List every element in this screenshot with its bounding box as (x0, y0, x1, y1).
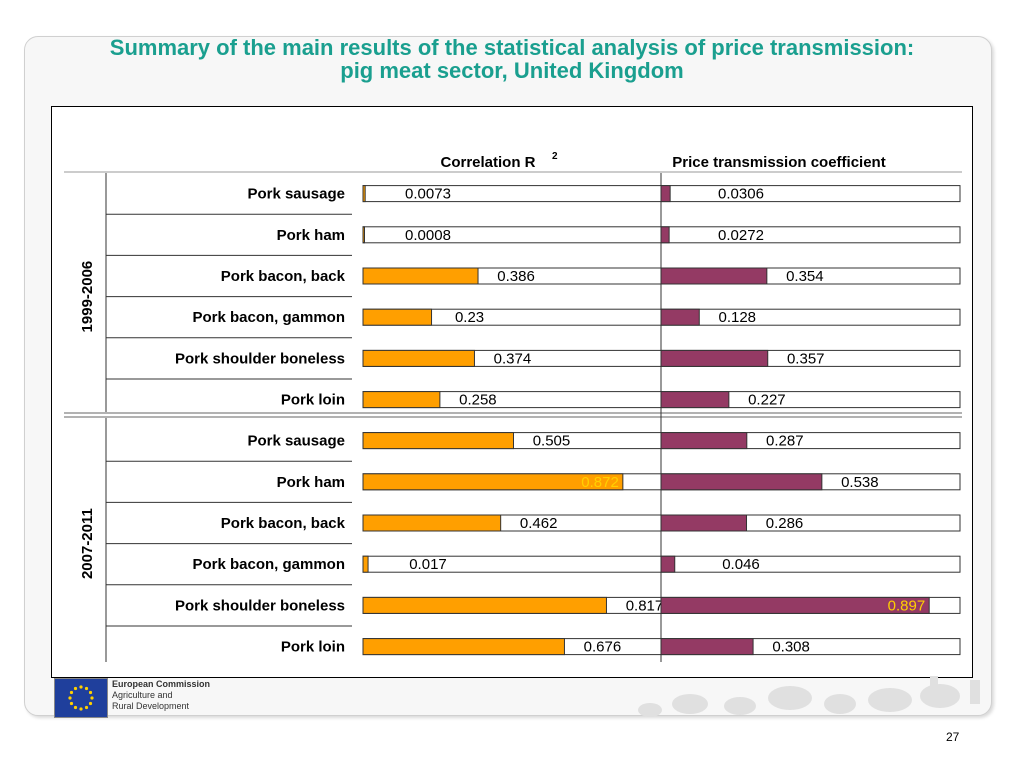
eu-star-icon (73, 705, 78, 710)
slide-title: Summary of the main results of the stati… (0, 36, 1024, 82)
data-label: 0.046 (722, 556, 760, 573)
data-label: 0.386 (497, 268, 535, 285)
data-label: 0.308 (772, 639, 810, 656)
category-label: Pork shoulder boneless (175, 350, 345, 367)
eu-star-icon (84, 686, 89, 691)
eu-star-icon (90, 696, 94, 700)
bar-track (660, 185, 961, 203)
series-header-coefficient: Price transmission coefficient (672, 154, 885, 171)
data-label: 0.258 (459, 392, 497, 409)
eu-star-icon (88, 701, 93, 706)
category-label: Pork bacon, back (221, 268, 346, 285)
title-line-2: pig meat sector, United Kingdom (340, 58, 684, 83)
bar-coefficient (660, 432, 748, 450)
bar-correlation (362, 391, 441, 409)
data-label: 0.538 (841, 474, 879, 491)
data-label: 0.286 (766, 515, 804, 532)
bar-correlation (362, 514, 502, 532)
bar-correlation (362, 473, 624, 491)
category-label: Pork sausage (247, 433, 345, 450)
bar-correlation (362, 349, 475, 367)
data-label: 0.462 (520, 515, 558, 532)
category-label: Pork shoulder boneless (175, 597, 345, 614)
bar-coefficient (660, 473, 823, 491)
data-label: 0.0073 (405, 186, 451, 203)
data-label: 0.676 (584, 639, 622, 656)
category-label: Pork ham (277, 227, 345, 244)
data-label: 0.872 (581, 474, 619, 491)
bar-correlation (362, 308, 433, 326)
data-label: 0.227 (748, 392, 786, 409)
bar-correlation (362, 638, 565, 656)
bar-coefficient (660, 555, 676, 573)
category-label: Pork loin (281, 392, 345, 409)
bar-track (660, 226, 961, 244)
bar-track (660, 555, 961, 573)
eu-star-icon (73, 686, 78, 691)
bar-correlation (362, 185, 366, 203)
bar-correlation (362, 226, 365, 244)
category-label: Pork loin (281, 639, 345, 656)
bar-correlation (362, 555, 369, 573)
bar-track (660, 308, 961, 326)
category-label: Pork bacon, back (221, 515, 346, 532)
eu-star-icon (84, 705, 89, 710)
bar-coefficient (660, 514, 748, 532)
category-label: Pork ham (277, 474, 345, 491)
chart-panel: Correlation R 2 Price transmission coeffic… (51, 106, 973, 678)
footer-org: European Commission Agriculture and Rura… (112, 679, 210, 712)
eu-star-icon (69, 690, 74, 695)
eu-star-icon (88, 690, 93, 695)
series-header-superscript: 2 (552, 151, 558, 162)
eu-star-icon (79, 685, 83, 689)
category-label: Pork sausage (247, 186, 345, 203)
series-header-correlation: Correlation R (440, 154, 535, 171)
group-label-2007-2011: 2007-2011 (79, 508, 96, 579)
bar-coefficient (660, 226, 670, 244)
data-label: 0.505 (533, 433, 571, 450)
farm-animals-decoration (638, 676, 980, 717)
bar-correlation (362, 267, 479, 285)
data-label: 0.128 (718, 309, 756, 326)
eu-stars-icon (68, 685, 94, 711)
data-label: 0.017 (409, 556, 447, 573)
data-label: 0.357 (787, 350, 825, 367)
footer-dept-line-1: Agriculture and (112, 690, 173, 700)
data-label: 0.897 (888, 597, 926, 614)
eu-star-icon (79, 707, 83, 711)
data-label: 0.0008 (405, 227, 451, 244)
bar-coefficient (660, 185, 671, 203)
data-label: 0.0306 (718, 186, 764, 203)
bar-coefficient (660, 391, 730, 409)
page-number: 27 (946, 730, 960, 744)
category-label: Pork bacon, gammon (192, 556, 345, 573)
title-line-1: Summary of the main results of the stati… (109, 35, 915, 60)
eu-star-icon (68, 696, 72, 700)
footer-org-name: European Commission (112, 679, 211, 689)
data-label: 0.374 (494, 350, 532, 367)
category-label: Pork bacon, gammon (192, 309, 345, 326)
data-label: 0.817 (626, 597, 664, 614)
data-label: 0.23 (455, 309, 484, 326)
eu-flag-logo (54, 678, 108, 718)
data-label: 0.0272 (718, 227, 764, 244)
data-label: 0.354 (786, 268, 824, 285)
eu-star-icon (69, 701, 74, 706)
bar-track (362, 555, 662, 573)
group-label-1999-2006: 1999-2006 (79, 261, 96, 333)
footer-dept-line-2: Rural Development (112, 701, 190, 711)
bar-coefficient (660, 349, 769, 367)
bar-coefficient (660, 267, 768, 285)
data-label: 0.287 (766, 433, 804, 450)
bar-coefficient (660, 308, 700, 326)
price-transmission-chart: Correlation R 2 Price transmission coeffic… (64, 151, 962, 662)
bar-coefficient (660, 596, 930, 614)
bar-correlation (362, 596, 607, 614)
bar-coefficient (660, 638, 754, 656)
bar-correlation (362, 432, 514, 450)
